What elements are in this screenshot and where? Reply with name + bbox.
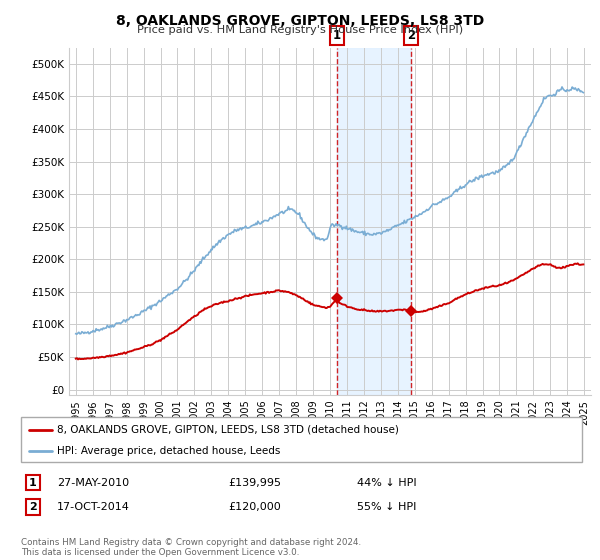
Text: 8, OAKLANDS GROVE, GIPTON, LEEDS, LS8 3TD: 8, OAKLANDS GROVE, GIPTON, LEEDS, LS8 3T… xyxy=(116,14,484,28)
Bar xyxy=(337,48,411,395)
Text: HPI: Average price, detached house, Leeds: HPI: Average price, detached house, Leed… xyxy=(58,446,281,456)
Text: 55% ↓ HPI: 55% ↓ HPI xyxy=(357,502,416,512)
Text: Contains HM Land Registry data © Crown copyright and database right 2024.
This d: Contains HM Land Registry data © Crown c… xyxy=(21,538,361,557)
Text: 44% ↓ HPI: 44% ↓ HPI xyxy=(357,478,416,488)
Text: 27-MAY-2010: 27-MAY-2010 xyxy=(57,478,129,488)
Text: 1: 1 xyxy=(29,478,37,488)
Text: £139,995: £139,995 xyxy=(228,478,281,488)
Text: 1: 1 xyxy=(333,29,341,43)
Text: 2: 2 xyxy=(29,502,37,512)
FancyBboxPatch shape xyxy=(21,417,582,462)
Text: 8, OAKLANDS GROVE, GIPTON, LEEDS, LS8 3TD (detached house): 8, OAKLANDS GROVE, GIPTON, LEEDS, LS8 3T… xyxy=(58,424,400,435)
Text: £120,000: £120,000 xyxy=(228,502,281,512)
Text: 2: 2 xyxy=(407,29,415,43)
Text: 17-OCT-2014: 17-OCT-2014 xyxy=(57,502,130,512)
Text: Price paid vs. HM Land Registry's House Price Index (HPI): Price paid vs. HM Land Registry's House … xyxy=(137,25,463,35)
